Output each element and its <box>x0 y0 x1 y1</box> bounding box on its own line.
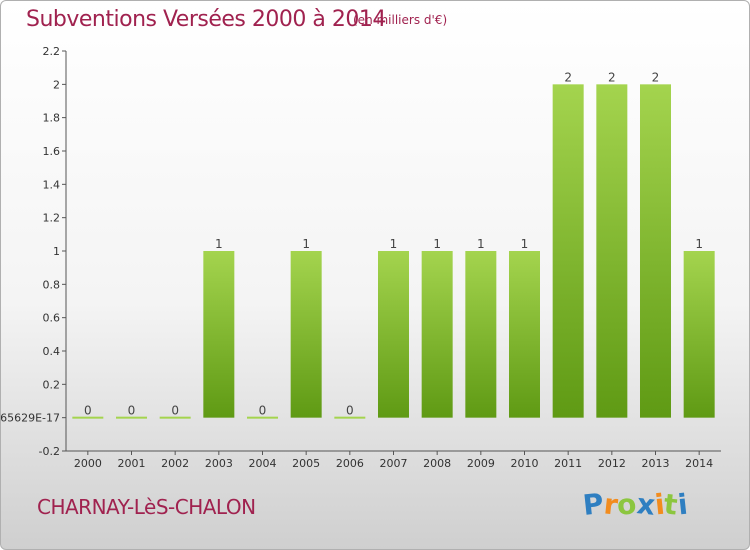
y-tick-label: 0.4 <box>43 345 61 358</box>
bar <box>159 416 191 419</box>
data-label: 1 <box>695 237 703 251</box>
bar <box>683 251 715 418</box>
data-label: 0 <box>346 404 354 418</box>
bars: 0 0 0 1 0 1 0 1 1 1 1 2 2 2 1 <box>72 70 715 419</box>
commune-name: CHARNAY-LèS-CHALON <box>37 495 256 519</box>
data-label: 0 <box>84 404 92 418</box>
y-tick-label: 1.2 <box>43 212 61 225</box>
data-label: 1 <box>302 237 310 251</box>
x-tick-label: 2008 <box>423 457 451 470</box>
bar <box>247 416 278 419</box>
bar <box>378 251 409 418</box>
bar <box>596 84 628 418</box>
x-tick-label: 2002 <box>161 457 189 470</box>
y-tick-label: 1 <box>53 245 60 258</box>
data-label: 1 <box>215 237 223 251</box>
chart-title: Subventions Versées 2000 à 2014 <box>26 7 386 32</box>
x-tick-label: 2006 <box>336 457 364 470</box>
bar <box>421 251 453 418</box>
proxiti-logo[interactable]: Proxiti <box>581 487 689 522</box>
data-label: 0 <box>171 404 179 418</box>
x-tick-label: 2010 <box>511 457 539 470</box>
bar <box>552 84 584 418</box>
x-tick-label: 2012 <box>598 457 626 470</box>
chart-subtitle: (en milliers d'€) <box>353 13 448 27</box>
data-label: 0 <box>128 404 136 418</box>
y-tick-label: -0.2 <box>39 445 60 458</box>
y-tick-label: 1.6 <box>43 145 61 158</box>
data-label: 1 <box>477 237 485 251</box>
bar <box>465 251 497 418</box>
y-axis: 2.2 2 1.8 1.6 1.4 1.2 1 0.8 0.6 0.4 0.2 -1.5265629E… <box>1 45 67 458</box>
y-tick-label: -1.5265629E-17 <box>1 412 60 425</box>
bar <box>203 251 235 418</box>
data-label: 1 <box>390 237 398 251</box>
bar <box>509 251 540 418</box>
y-tick-label: 2.2 <box>43 45 61 58</box>
bar <box>640 84 671 418</box>
x-axis: 2000 2001 2002 2003 2004 2005 2006 2007 2008 2009… <box>66 450 721 470</box>
y-tick-label: 0.2 <box>43 378 61 391</box>
x-tick-label: 2000 <box>74 457 102 470</box>
y-tick-label: 1.8 <box>43 112 61 125</box>
x-tick-label: 2013 <box>642 457 670 470</box>
data-label: 1 <box>521 237 529 251</box>
data-label: 0 <box>259 404 267 418</box>
data-label: 2 <box>652 70 660 84</box>
data-label: 2 <box>564 70 572 84</box>
y-tick-label: 1.4 <box>43 178 61 191</box>
y-tick-label: 0.6 <box>43 312 61 325</box>
x-tick-label: 2004 <box>249 457 277 470</box>
x-tick-label: 2014 <box>685 457 713 470</box>
data-label: 2 <box>608 70 616 84</box>
bar <box>72 416 104 419</box>
bar <box>290 251 322 418</box>
y-tick-label: 2 <box>53 78 60 91</box>
x-tick-label: 2005 <box>292 457 320 470</box>
x-tick-label: 2009 <box>467 457 495 470</box>
bar <box>334 416 366 419</box>
x-tick-label: 2011 <box>554 457 582 470</box>
x-tick-label: 2003 <box>205 457 233 470</box>
bar <box>116 416 147 419</box>
x-tick-label: 2001 <box>118 457 146 470</box>
x-tick-label: 2007 <box>380 457 408 470</box>
y-tick-label: 0.8 <box>43 278 61 291</box>
data-label: 1 <box>433 237 441 251</box>
logo-letter: i <box>675 487 689 522</box>
